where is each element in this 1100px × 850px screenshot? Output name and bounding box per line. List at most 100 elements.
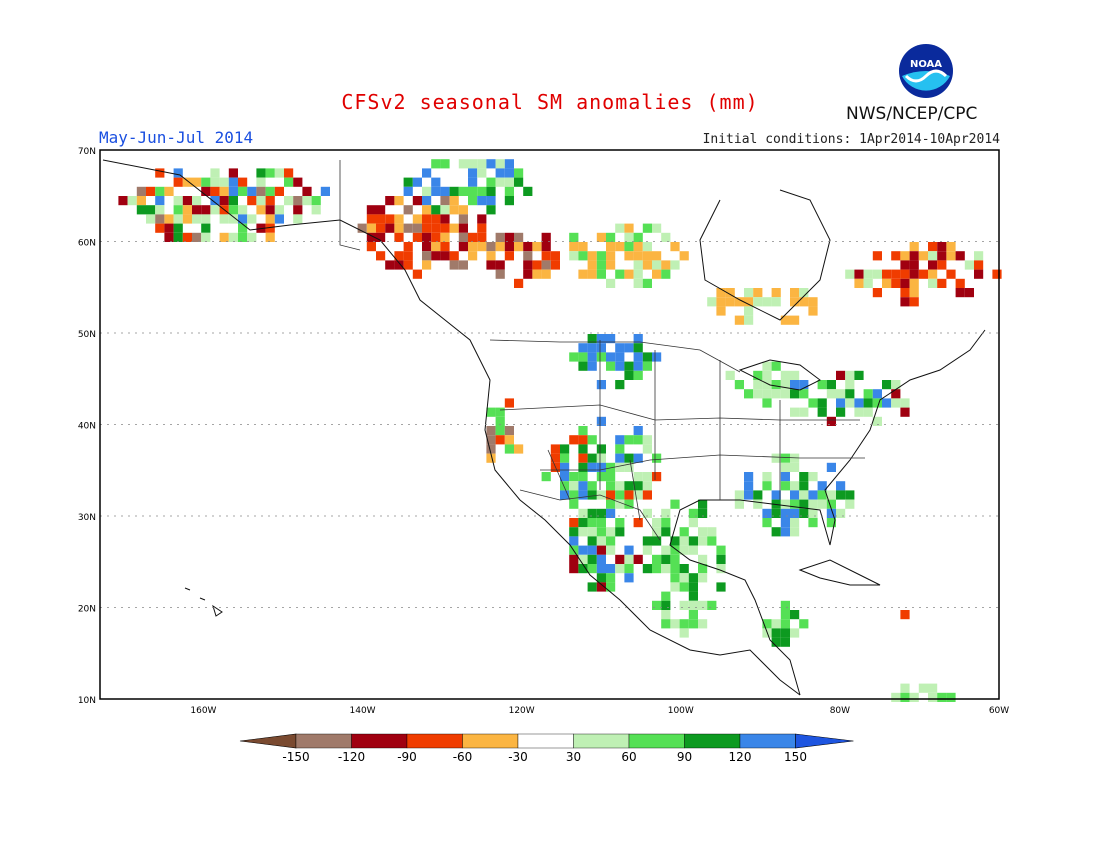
anomaly-cell — [569, 435, 579, 445]
anomaly-cell — [891, 389, 901, 399]
anomaly-cell — [486, 177, 496, 187]
anomaly-cell — [964, 260, 974, 270]
anomaly-cell — [569, 564, 579, 574]
colorbar-label: 90 — [677, 750, 692, 764]
anomaly-cells — [118, 159, 1002, 702]
anomaly-cell — [771, 361, 781, 371]
anomaly-cell — [642, 444, 652, 454]
anomaly-cell — [495, 232, 505, 242]
anomaly-cell — [734, 490, 744, 500]
anomaly-cell — [422, 196, 432, 206]
anomaly-cell — [624, 370, 634, 380]
anomaly-cell — [587, 490, 597, 500]
anomaly-cell — [403, 260, 413, 270]
anomaly-cell — [799, 389, 809, 399]
anomaly-cell — [826, 416, 836, 426]
anomaly-cell — [192, 177, 202, 187]
anomaly-cell — [633, 435, 643, 445]
anomaly-cell — [744, 481, 754, 491]
anomaly-cell — [845, 269, 855, 279]
anomaly-cell — [366, 214, 376, 224]
anomaly-cell — [394, 232, 404, 242]
anomaly-cell — [744, 472, 754, 482]
anomaly-cell — [578, 444, 588, 454]
anomaly-cell — [615, 527, 625, 537]
anomaly-cell — [569, 232, 579, 242]
anomaly-cell — [928, 260, 938, 270]
anomaly-cell — [707, 527, 717, 537]
anomaly-cell — [900, 278, 910, 288]
anomaly-cell — [872, 416, 882, 426]
anomaly-cell — [569, 518, 579, 528]
anomaly-cell — [863, 269, 873, 279]
anomaly-cell — [854, 370, 864, 380]
anomaly-cell — [228, 205, 238, 215]
anomaly-cell — [532, 260, 542, 270]
anomaly-cell — [661, 232, 671, 242]
anomaly-cell — [468, 186, 478, 196]
map-frame — [99, 149, 1000, 700]
anomaly-cell — [615, 361, 625, 371]
anomaly-cell — [780, 315, 790, 325]
anomaly-cell — [376, 223, 386, 233]
anomaly-cell — [182, 177, 192, 187]
anomaly-cell — [173, 223, 183, 233]
anomaly-cell — [550, 453, 560, 463]
anomaly-cell — [734, 380, 744, 390]
anomaly-cell — [799, 288, 809, 298]
anomaly-cell — [744, 389, 754, 399]
anomaly-cell — [826, 389, 836, 399]
anomaly-cell — [440, 196, 450, 206]
anomaly-cell — [964, 288, 974, 298]
latitude-labels: 10N 20N 30N 40N 50N 60N 70N — [78, 147, 96, 706]
anomaly-cell — [670, 260, 680, 270]
anomaly-cell — [652, 554, 662, 564]
anomaly-cell — [440, 223, 450, 233]
anomaly-cell — [808, 297, 818, 307]
anomaly-cell — [854, 278, 864, 288]
colorbar-box — [739, 733, 796, 749]
anomaly-cell — [836, 508, 846, 518]
anomaly-cell — [164, 223, 174, 233]
anomaly-cell — [624, 453, 634, 463]
anomaly-cell — [366, 242, 376, 252]
anomaly-cell — [504, 251, 514, 261]
lon-tick-label: 120W — [509, 706, 535, 716]
lat-tick-label: 70N — [78, 147, 96, 157]
anomaly-cell — [449, 260, 459, 270]
lat-tick-label: 60N — [78, 239, 96, 249]
anomaly-cell — [274, 168, 284, 178]
anomaly-cell — [790, 315, 800, 325]
anomaly-cell — [900, 288, 910, 298]
anomaly-cell — [486, 242, 496, 252]
anomaly-cell — [578, 545, 588, 555]
anomaly-cell — [790, 518, 800, 528]
anomaly-cell — [136, 196, 146, 206]
anomaly-cell — [495, 168, 505, 178]
anomaly-cell — [679, 619, 689, 629]
graticule — [100, 241, 999, 608]
anomaly-cell — [652, 251, 662, 261]
anomaly-cell — [744, 297, 754, 307]
anomaly-cell — [606, 536, 616, 546]
anomaly-cell — [688, 619, 698, 629]
anomaly-cell — [624, 269, 634, 279]
anomaly-cell — [587, 527, 597, 537]
anomaly-cell — [688, 610, 698, 620]
anomaly-cell — [624, 223, 634, 233]
anomaly-cell — [477, 242, 487, 252]
anomaly-cell — [633, 251, 643, 261]
anomaly-cell — [394, 251, 404, 261]
anomaly-cell — [817, 481, 827, 491]
anomaly-cell — [762, 389, 772, 399]
anomaly-cell — [366, 223, 376, 233]
anomaly-cell — [495, 416, 505, 426]
anomaly-cell — [458, 223, 468, 233]
anomaly-cell — [238, 186, 248, 196]
anomaly-cell — [578, 242, 588, 252]
anomaly-cell — [615, 444, 625, 454]
anomaly-cell — [606, 564, 616, 574]
anomaly-cell — [780, 610, 790, 620]
anomaly-cell — [587, 352, 597, 362]
anomaly-cell — [394, 214, 404, 224]
